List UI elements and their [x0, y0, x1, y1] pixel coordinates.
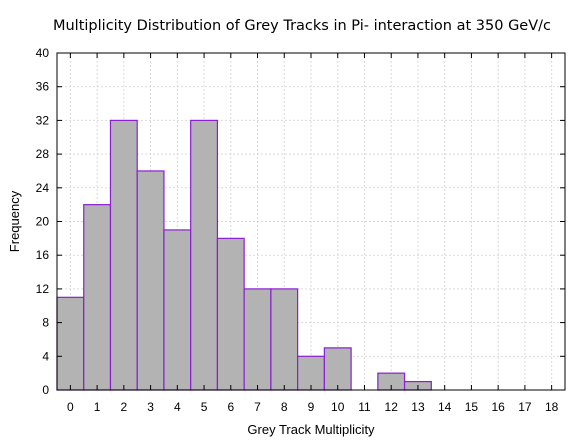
y-tick-label: 40 — [36, 46, 50, 60]
x-tick-label: 8 — [281, 400, 288, 414]
histogram-bar — [243, 288, 272, 391]
y-tick-label: 0 — [42, 383, 49, 397]
x-tick-label: 15 — [465, 400, 479, 414]
histogram-bar — [190, 119, 219, 391]
x-tick-label: 11 — [358, 400, 371, 414]
x-tick-label: 18 — [545, 400, 559, 414]
y-tick-label: 4 — [42, 349, 49, 363]
x-tick-label: 6 — [227, 400, 234, 414]
y-tick-label: 16 — [36, 248, 50, 262]
x-tick-label: 7 — [254, 400, 261, 414]
histogram-bar — [56, 296, 85, 391]
x-tick-label: 14 — [438, 400, 452, 414]
x-tick-label: 16 — [491, 400, 505, 414]
x-tick-label: 2 — [120, 400, 127, 414]
histogram-bar — [323, 347, 352, 391]
y-axis-label: Frequency — [7, 190, 22, 252]
chart-title: Multiplicity Distribution of Grey Tracks… — [53, 18, 551, 34]
x-axis-label: Grey Track Multiplicity — [247, 422, 375, 437]
histogram-bar — [297, 355, 325, 391]
x-tick-label: 0 — [67, 400, 74, 414]
x-tick-label: 10 — [331, 400, 345, 414]
histogram-bar — [216, 237, 245, 391]
histogram-bar — [136, 170, 165, 391]
y-tick-label: 28 — [36, 147, 50, 161]
y-tick-label: 8 — [42, 316, 49, 330]
bars-layer — [56, 119, 432, 391]
histogram-bar — [83, 204, 112, 391]
y-tick-label: 32 — [36, 113, 50, 127]
x-tick-label: 13 — [411, 400, 425, 414]
y-tick-label: 12 — [36, 282, 50, 296]
y-tick-label: 20 — [36, 215, 50, 229]
x-tick-label: 12 — [385, 400, 399, 414]
x-tick-label: 9 — [308, 400, 315, 414]
x-tick-label: 3 — [147, 400, 154, 414]
histogram-bar — [270, 288, 299, 391]
x-tick-label: 4 — [174, 400, 181, 414]
y-tick-label: 24 — [36, 181, 50, 195]
y-tick-label: 36 — [36, 80, 50, 94]
histogram-bar — [109, 119, 138, 391]
histogram-bar — [163, 229, 192, 391]
x-tick-label: 17 — [518, 400, 532, 414]
x-tick-label: 1 — [94, 400, 101, 414]
x-tick-label: 5 — [201, 400, 208, 414]
